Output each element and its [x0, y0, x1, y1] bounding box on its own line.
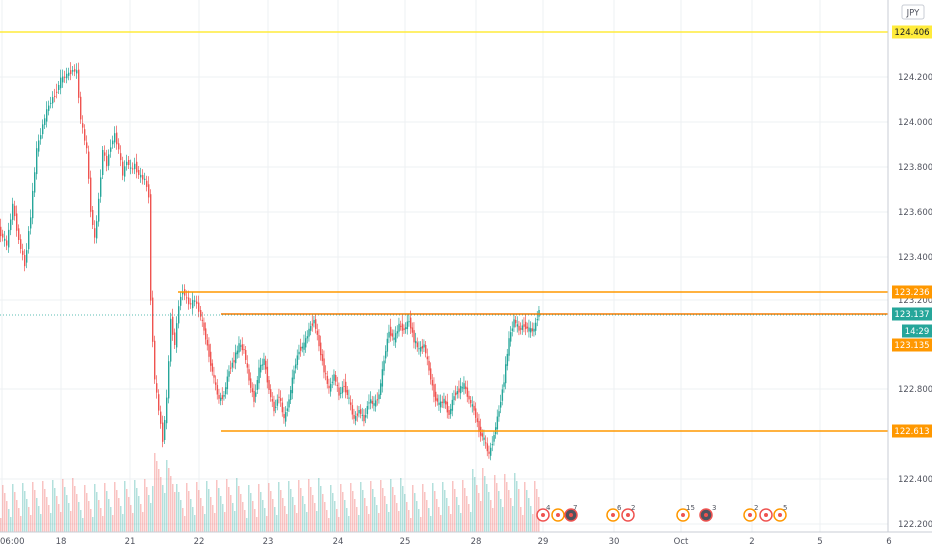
event-marker-icon[interactable]: [676, 508, 690, 522]
price-level-tag[interactable]: 124.406: [892, 25, 932, 39]
event-marker-icon[interactable]: [621, 508, 635, 522]
time-tick-label: 24: [333, 537, 344, 547]
event-marker-icon[interactable]: [743, 508, 757, 522]
time-tick-label: 28: [471, 537, 482, 547]
event-count: 2: [754, 504, 758, 512]
time-tick-label: 5: [817, 537, 822, 547]
currency-label: JPY: [906, 9, 920, 19]
price-level-tag[interactable]: 122.613: [892, 424, 932, 438]
time-tick-label: 25: [400, 537, 411, 547]
price-level-tag[interactable]: 123.135: [892, 338, 932, 352]
event-marker-icon[interactable]: [606, 508, 620, 522]
event-marker-icon[interactable]: [564, 508, 578, 522]
price-tick-label: 123.800: [898, 163, 932, 173]
event-marker-icon[interactable]: [551, 508, 565, 522]
time-tick-label: 06:00: [0, 537, 25, 547]
time-tick-label: 2: [749, 537, 754, 547]
price-level-label: 123.137: [894, 310, 929, 320]
price-level-tag[interactable]: 14:29: [902, 324, 932, 338]
price-level-tag[interactable]: 123.236: [892, 285, 932, 299]
event-marker-icon[interactable]: [536, 508, 550, 522]
time-tick-label: 22: [194, 537, 205, 547]
price-level-tag[interactable]: 123.137: [892, 307, 932, 321]
event-count: 3: [712, 504, 716, 512]
price-tick-label: 123.200: [898, 296, 932, 306]
price-level-label: 122.613: [894, 427, 929, 437]
time-tick-label: 29: [538, 537, 549, 547]
event-count: 7: [573, 504, 577, 512]
price-tick-label: 124.000: [898, 118, 932, 128]
event-count: 6: [617, 504, 622, 512]
event-marker-icon[interactable]: [759, 508, 773, 522]
horizontal-levels[interactable]: [0, 31, 888, 432]
event-count: 5: [783, 504, 787, 512]
event-count: 15: [686, 504, 695, 512]
event-count: 2: [631, 504, 635, 512]
time-axis[interactable]: 06:00 18 21 22 23 24 25 28 29 30 Oct 2 5 6: [0, 531, 932, 550]
price-axis[interactable]: 124.200 124.000 123.800 123.600 123.400 123.2…: [887, 0, 932, 532]
price-level-label: 123.135: [894, 341, 929, 351]
time-tick-label: 6: [886, 537, 891, 547]
price-tick-label: 123.600: [898, 208, 932, 218]
time-tick-label: 21: [125, 537, 136, 547]
economic-events[interactable]: 4 7 6 2 15 3 2 5: [536, 504, 787, 522]
price-tick-label: 122.800: [898, 385, 932, 395]
price-level-label: 124.406: [894, 28, 929, 38]
price-level-label: 14:29: [905, 327, 930, 337]
chart-grid: [0, 0, 890, 532]
event-marker-icon[interactable]: [773, 508, 787, 522]
price-tick-label: 122.400: [898, 475, 932, 485]
volume-bars: [0, 453, 540, 532]
price-level-label: 123.236: [894, 288, 929, 298]
event-count: 4: [546, 504, 551, 512]
event-marker-icon[interactable]: [699, 508, 713, 522]
time-tick-label: 30: [609, 537, 620, 547]
time-tick-label: 23: [263, 537, 274, 547]
time-tick-label: 18: [56, 537, 67, 547]
currency-badge[interactable]: JPY: [901, 4, 925, 20]
time-tick-label: Oct: [674, 537, 689, 547]
price-tick-label: 124.200: [898, 73, 932, 83]
price-tick-label: 123.400: [898, 253, 932, 263]
price-tick-label: 122.200: [898, 520, 932, 530]
